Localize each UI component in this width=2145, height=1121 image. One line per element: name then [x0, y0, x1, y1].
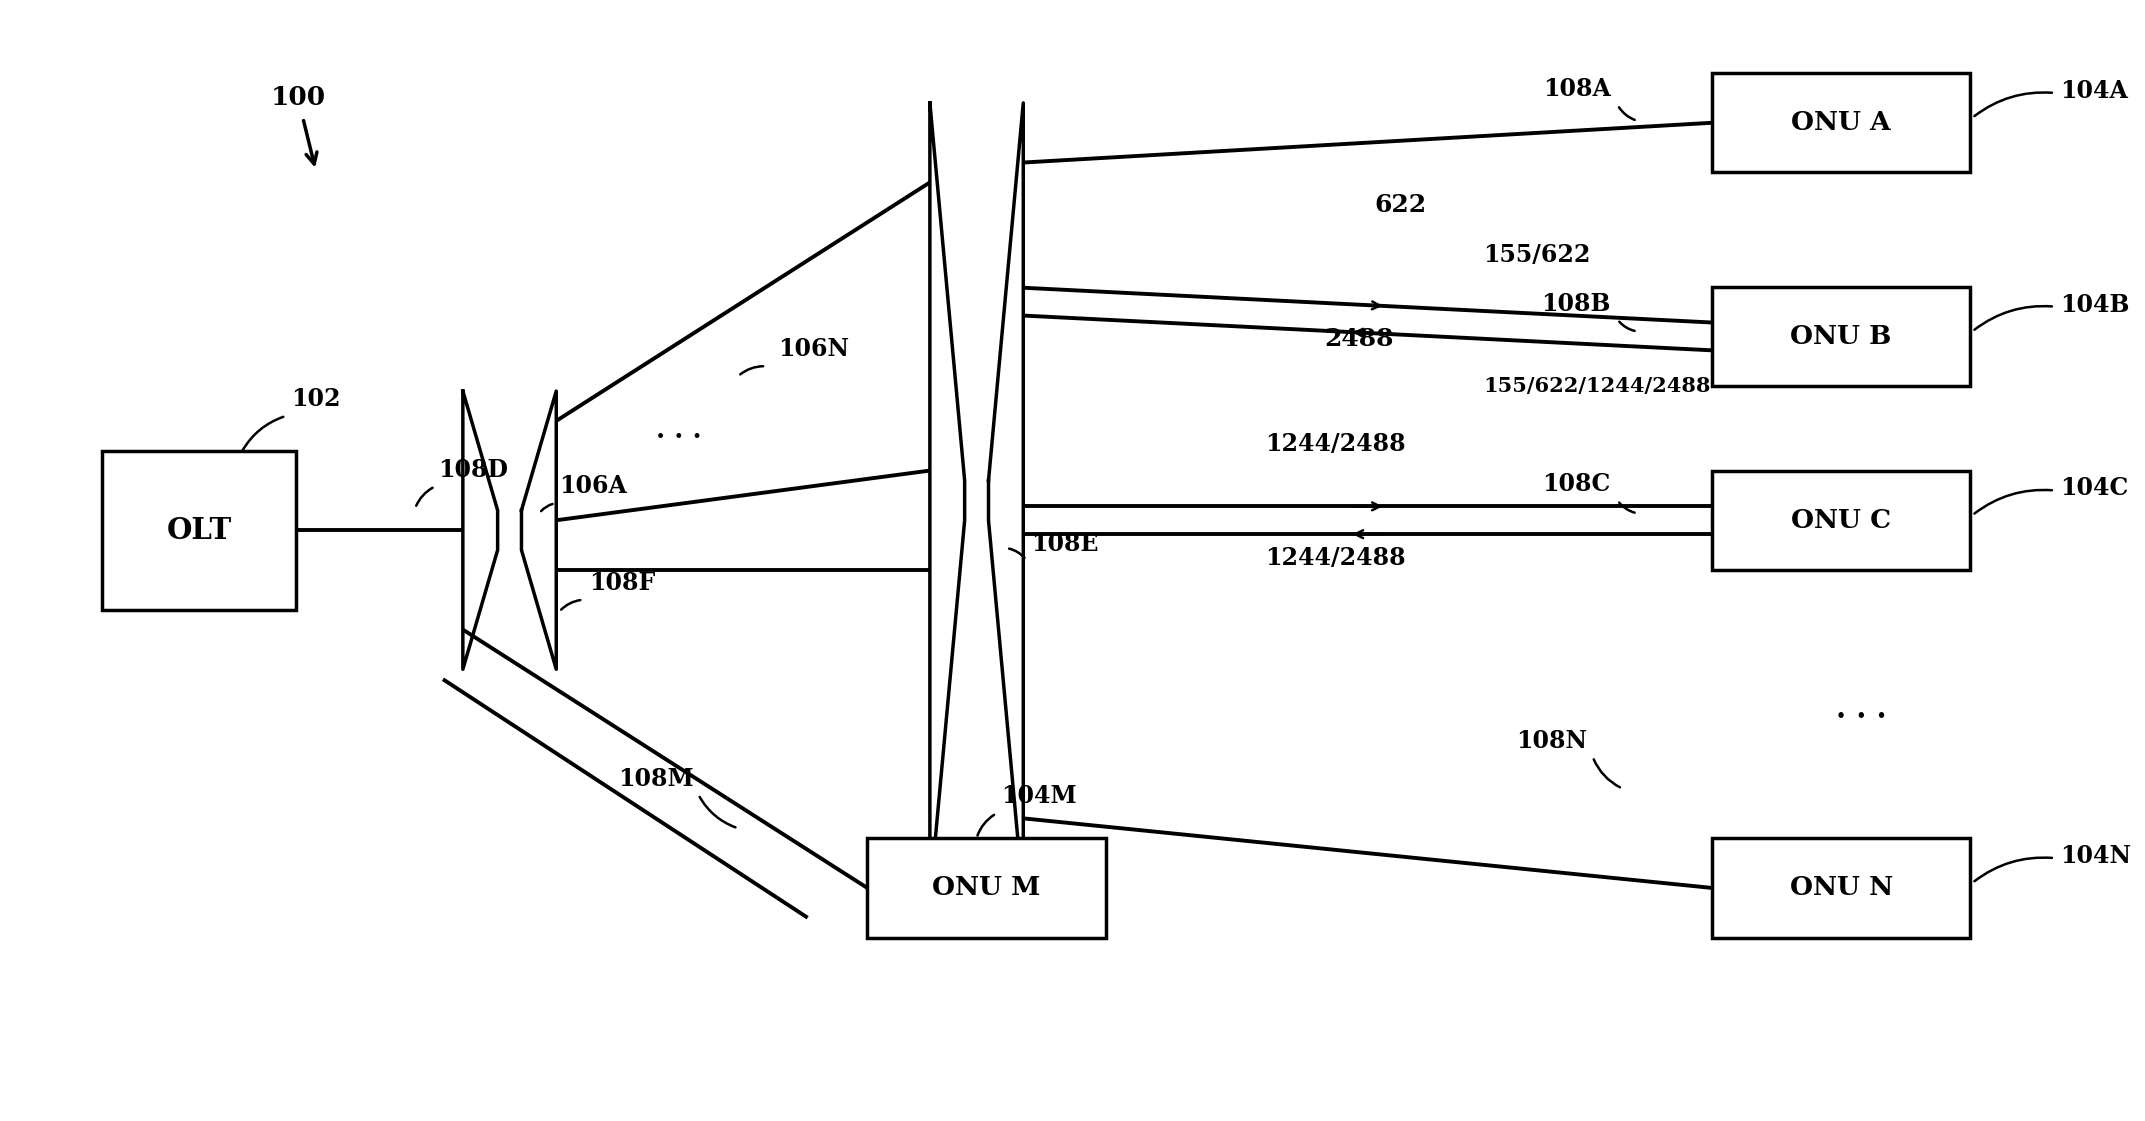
Text: . . .: . . . — [656, 418, 701, 443]
Text: 108D: 108D — [438, 458, 508, 482]
Text: 155/622/1244/2488: 155/622/1244/2488 — [1484, 376, 1712, 396]
Text: 106A: 106A — [560, 474, 626, 499]
Text: ONU C: ONU C — [1791, 508, 1892, 532]
Bar — [103, 451, 296, 610]
Text: 1244/2488: 1244/2488 — [1266, 432, 1405, 455]
Text: ONU B: ONU B — [1791, 324, 1892, 349]
Text: 622: 622 — [1375, 193, 1426, 217]
Text: 100: 100 — [270, 85, 326, 110]
Text: 155/622: 155/622 — [1484, 243, 1592, 267]
Text: ONU N: ONU N — [1789, 876, 1892, 900]
Text: . . .: . . . — [1836, 695, 1885, 723]
Text: 104N: 104N — [2059, 844, 2130, 868]
Text: 106N: 106N — [779, 337, 849, 361]
Text: 1244/2488: 1244/2488 — [1266, 546, 1405, 569]
Text: 104M: 104M — [1002, 785, 1077, 808]
Text: 102: 102 — [292, 387, 341, 411]
Text: 108B: 108B — [1540, 291, 1611, 315]
Text: ONU M: ONU M — [933, 876, 1040, 900]
Text: 104C: 104C — [2059, 476, 2128, 500]
Text: 108M: 108M — [618, 767, 693, 790]
Bar — [1712, 287, 1971, 386]
Text: 104A: 104A — [2059, 78, 2128, 103]
Text: 108A: 108A — [1542, 77, 1611, 101]
Text: 108E: 108E — [1032, 532, 1098, 556]
Text: 108N: 108N — [1517, 729, 1587, 753]
Bar — [1712, 839, 1971, 937]
Text: 108C: 108C — [1542, 472, 1611, 497]
Bar — [1712, 73, 1971, 173]
Text: 104B: 104B — [2059, 293, 2130, 316]
Text: OLT: OLT — [167, 516, 232, 545]
Bar — [867, 839, 1107, 937]
Text: 2488: 2488 — [1323, 327, 1394, 351]
Bar — [1712, 471, 1971, 569]
Text: 108F: 108F — [590, 571, 656, 595]
Text: ONU A: ONU A — [1791, 110, 1892, 136]
